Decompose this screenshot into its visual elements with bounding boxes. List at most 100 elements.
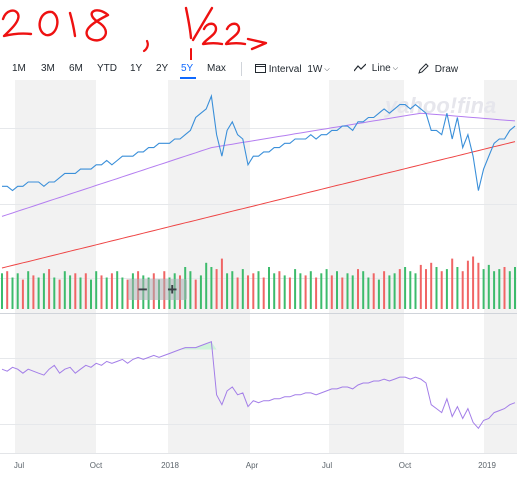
calendar-icon xyxy=(255,64,266,73)
volume-bar xyxy=(48,269,51,309)
volume-bar xyxy=(79,277,82,309)
range-3m-button[interactable]: 3M xyxy=(41,63,55,74)
volume-bar xyxy=(320,273,323,309)
volume-bar xyxy=(90,279,92,309)
volume-bar xyxy=(482,269,485,309)
interval-label: Interval xyxy=(268,64,302,75)
price-line xyxy=(2,93,516,192)
volume-bar xyxy=(210,267,213,309)
volume-bar xyxy=(294,269,297,309)
volume-bar xyxy=(493,271,496,309)
draw-label: Draw xyxy=(434,64,459,75)
x-axis-label: Apr xyxy=(246,461,259,470)
annotation-comma xyxy=(142,39,149,53)
range-5y-button[interactable]: 5Y xyxy=(181,63,194,74)
volume-bar xyxy=(69,275,72,309)
volume-bar xyxy=(241,269,244,309)
interval-dropdown[interactable]: Interval 1W ⌵ xyxy=(255,63,330,75)
volume-bar xyxy=(309,271,312,309)
volume-bar xyxy=(205,262,208,309)
toolbar-divider xyxy=(241,62,242,76)
volume-bar xyxy=(430,262,433,309)
annotation-stroke-1 xyxy=(68,11,77,38)
volume-bar xyxy=(32,275,35,309)
volume-bar xyxy=(199,275,202,309)
volume-bar xyxy=(95,271,98,309)
zoom-in-button[interactable]: + xyxy=(167,280,178,299)
volume-bar xyxy=(194,279,197,309)
volume-bar xyxy=(425,269,427,309)
volume-bar xyxy=(419,264,422,309)
volume-bar xyxy=(262,277,265,309)
volume-bar xyxy=(11,277,14,309)
volume-bar xyxy=(105,277,108,309)
range-1m-button[interactable]: 1M xyxy=(12,63,26,74)
range-2y-button[interactable]: 2Y xyxy=(156,63,169,74)
volume-bar xyxy=(126,279,129,309)
volume-bar xyxy=(288,277,291,309)
x-axis-label: Oct xyxy=(90,461,103,470)
long-moving-average-line xyxy=(1,141,516,269)
volume-bar xyxy=(357,269,359,309)
annotation-slash xyxy=(191,6,214,42)
interval-value: 1W xyxy=(307,64,323,75)
annotation-stroke-date-2a xyxy=(201,22,224,46)
chart-type-dropdown[interactable]: Line ⌵ xyxy=(353,63,398,74)
x-axis-label: Jul xyxy=(14,461,24,470)
volume-bar xyxy=(477,262,480,309)
range-1y-button[interactable]: 1Y xyxy=(130,63,143,74)
stock-chart[interactable]: yahoo!fina Jul Oct 2018 Apr Jul Oct 2019 xyxy=(0,80,517,495)
volume-bar xyxy=(393,273,396,309)
annotation-stroke-8 xyxy=(85,9,110,42)
volume-bar xyxy=(27,271,30,309)
volume-bar xyxy=(461,271,464,309)
volume-bar xyxy=(315,277,318,309)
volume-bar xyxy=(503,267,506,309)
zoom-out-button[interactable]: − xyxy=(137,280,148,299)
volume-bar xyxy=(341,277,344,309)
volume-bar xyxy=(268,267,270,309)
volume-bar xyxy=(226,273,229,309)
volume-bar xyxy=(466,260,469,309)
volume-bar xyxy=(1,273,3,309)
x-axis-label: Oct xyxy=(399,461,412,470)
volume-bar xyxy=(283,275,286,309)
line-label: Line xyxy=(371,63,391,74)
x-axis-labels: Jul Oct 2018 Apr Jul Oct 2019 xyxy=(14,461,497,470)
range-ytd-button[interactable]: YTD xyxy=(97,63,117,74)
volume-bar xyxy=(100,275,103,309)
volume-bar xyxy=(53,277,56,309)
volume-bar xyxy=(273,273,276,309)
background-band-1 xyxy=(168,80,250,453)
annotation-stroke-date-2b xyxy=(224,22,247,46)
volume-bar xyxy=(84,273,87,309)
volume-bar xyxy=(487,264,490,309)
indicator-line xyxy=(1,341,516,430)
volume-bar xyxy=(21,279,24,309)
range-6m-button[interactable]: 6M xyxy=(69,63,83,74)
yahoo-finance-watermark: yahoo!fina xyxy=(384,93,496,118)
volume-bar xyxy=(440,271,443,309)
selected-range-indicator xyxy=(180,77,196,79)
volume-bar xyxy=(37,277,40,309)
volume-bar xyxy=(220,258,223,309)
background-band-0 xyxy=(15,80,96,453)
volume-bar xyxy=(215,269,218,309)
red-handwritten-annotation xyxy=(1,6,268,60)
short-moving-average-line xyxy=(1,112,516,217)
annotation-arrow xyxy=(246,37,268,51)
volume-bar xyxy=(299,273,302,309)
volume-bar xyxy=(110,273,113,309)
volume-bar xyxy=(6,271,9,309)
volume-bar xyxy=(404,267,407,309)
volume-bar xyxy=(236,277,239,309)
volume-bar xyxy=(346,273,349,309)
volume-bar xyxy=(330,275,333,309)
volume-bar xyxy=(304,275,307,309)
volume-bar xyxy=(63,271,66,309)
annotation-stroke-2 xyxy=(1,9,33,38)
zoom-controls: − + xyxy=(128,279,187,300)
volume-bar xyxy=(42,273,45,309)
draw-button[interactable]: Draw xyxy=(418,63,458,75)
range-max-button[interactable]: Max xyxy=(207,63,226,74)
